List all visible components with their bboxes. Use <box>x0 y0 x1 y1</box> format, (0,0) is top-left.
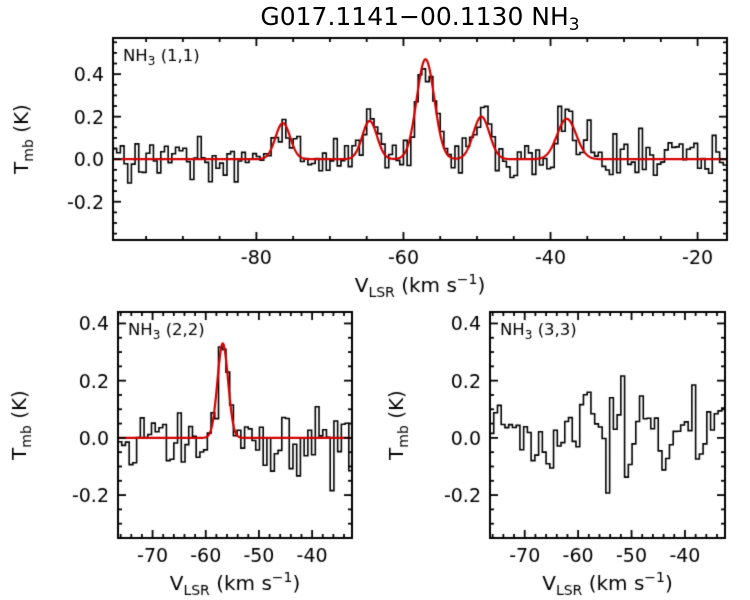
figure-title: G017.1141−00.1130 NH3 <box>90 2 750 35</box>
figure-title-subscript: 3 <box>568 15 580 35</box>
panel-nh3-11-canvas <box>0 32 750 302</box>
figure-title-main: G017.1141−00.1130 NH <box>260 2 569 31</box>
panel-nh3-22-canvas <box>0 302 375 600</box>
panel-nh3-33-canvas <box>375 302 750 600</box>
